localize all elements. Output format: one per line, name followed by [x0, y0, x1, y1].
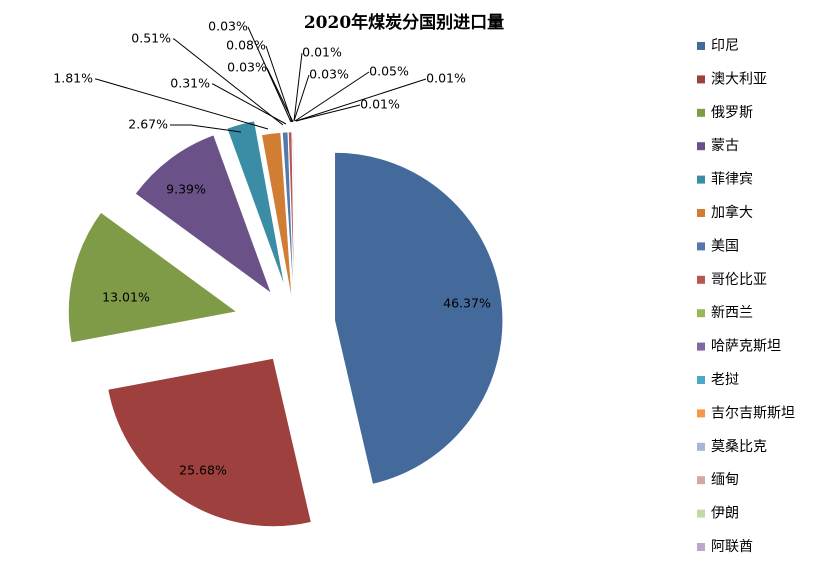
legend-label: 老挝	[711, 372, 739, 388]
leader-line	[170, 124, 242, 133]
legend-swatch	[697, 242, 705, 251]
legend-label: 哥伦比亚	[711, 272, 767, 288]
data-labels: 46.37% 25.68% 13.01% 9.39% 2.67% 1.81% 0.51% 0.…	[53, 19, 491, 478]
leader-line	[95, 78, 269, 130]
legend-swatch	[697, 142, 705, 151]
data-label: 46.37%	[443, 296, 491, 311]
data-label: 0.05%	[369, 64, 409, 79]
data-label: 0.01%	[302, 45, 342, 60]
leader-line	[293, 52, 303, 122]
legend-swatch	[697, 209, 705, 217]
pie-slice	[107, 358, 312, 527]
legend-swatch	[697, 342, 705, 351]
legend-label: 澳大利亚	[711, 71, 767, 87]
leader-line	[173, 38, 284, 126]
data-label: 0.51%	[131, 31, 171, 46]
leader-line	[266, 67, 294, 123]
data-label: 0.08%	[226, 38, 266, 53]
legend-label: 吉尔吉斯斯坦	[711, 405, 795, 421]
pie-slices	[68, 120, 504, 527]
pie-slice	[68, 212, 238, 344]
data-label: 1.81%	[53, 71, 93, 86]
legend-label: 伊朗	[711, 506, 739, 522]
legend-swatch	[697, 409, 705, 418]
legend-swatch	[697, 476, 705, 485]
legend-swatch	[697, 543, 705, 551]
legend-swatch	[697, 75, 705, 84]
data-label: 0.01%	[360, 97, 400, 112]
data-label: 0.01%	[426, 71, 466, 86]
legend-swatch	[697, 509, 705, 518]
pie-slice	[135, 134, 272, 294]
leader-line	[212, 83, 287, 125]
legend-label: 新西兰	[711, 305, 753, 321]
leader-line	[293, 74, 310, 122]
legend-swatch	[697, 309, 705, 318]
legend-label: 加拿大	[711, 204, 753, 221]
leader-line	[265, 45, 293, 123]
legend-label: 菲律宾	[711, 172, 753, 188]
legend-label: 印尼	[711, 38, 739, 54]
data-label: 0.03%	[309, 67, 349, 82]
legend: 印尼澳大利亚俄罗斯蒙古菲律宾加拿大美国哥伦比亚新西兰哈萨克斯坦老挝吉尔吉斯斯坦莫…	[697, 38, 795, 555]
label-leader-lines	[95, 26, 427, 133]
legend-label: 哈萨克斯坦	[711, 339, 781, 355]
data-label: 9.39%	[166, 182, 206, 197]
data-label: 0.31%	[170, 76, 210, 91]
pie-slice	[282, 131, 295, 301]
leader-line	[294, 71, 370, 122]
pie-slice	[334, 152, 504, 485]
legend-label: 阿联酋	[711, 538, 753, 555]
leader-line	[295, 104, 361, 122]
legend-label: 美国	[711, 238, 739, 254]
legend-swatch	[697, 376, 705, 384]
leader-line	[295, 78, 427, 122]
legend-swatch	[697, 175, 705, 184]
data-label: 0.03%	[227, 60, 267, 75]
data-label: 2.67%	[128, 117, 168, 132]
data-label: 13.01%	[102, 290, 150, 305]
legend-label: 莫桑比克	[711, 439, 767, 455]
legend-swatch	[697, 108, 705, 117]
legend-label: 蒙古	[711, 138, 739, 154]
legend-label: 俄罗斯	[711, 105, 753, 121]
pie-slice	[226, 120, 285, 287]
legend-swatch	[697, 442, 705, 451]
chart-title: 2020年煤炭分国别进口量	[304, 12, 504, 33]
legend-swatch	[697, 275, 705, 284]
leader-line	[247, 26, 292, 123]
pie-slice	[261, 132, 293, 301]
data-label: 0.03%	[208, 19, 248, 34]
legend-swatch	[697, 42, 705, 50]
pie-slice	[288, 131, 295, 301]
legend-label: 缅甸	[711, 472, 739, 488]
data-label: 25.68%	[179, 463, 227, 478]
